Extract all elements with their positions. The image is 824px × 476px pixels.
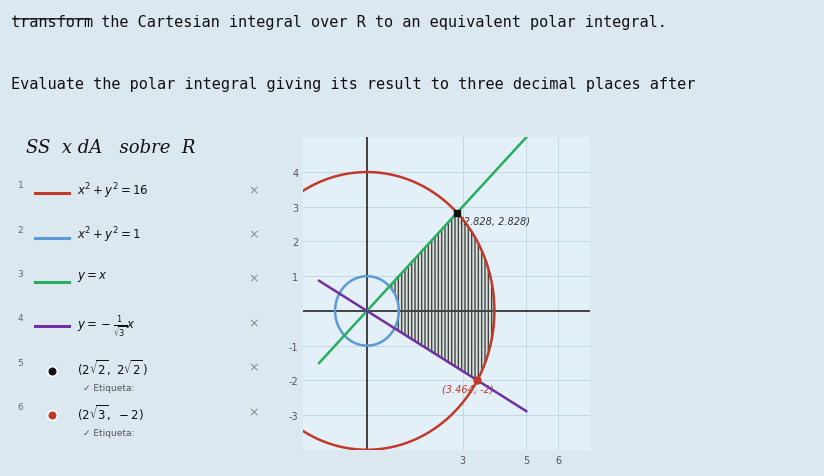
Text: ×: × [248, 228, 259, 241]
Text: Evaluate the polar integral giving its result to three decimal places after: Evaluate the polar integral giving its r… [11, 77, 695, 92]
Text: 6: 6 [17, 402, 23, 411]
Text: $y = x$: $y = x$ [77, 269, 108, 283]
Text: ×: × [248, 405, 259, 418]
Text: ×: × [248, 272, 259, 285]
Text: 5: 5 [17, 358, 23, 367]
Text: 3: 3 [17, 269, 23, 278]
Text: $x^2 + y^2 = 1$: $x^2 + y^2 = 1$ [77, 225, 141, 245]
Text: the Cartesian integral over R to an equivalent polar integral.: the Cartesian integral over R to an equi… [92, 15, 667, 30]
Text: ×: × [248, 361, 259, 374]
Text: $(2\sqrt{3},\ -2)$: $(2\sqrt{3},\ -2)$ [77, 402, 144, 422]
Text: $(2\sqrt{2},\ 2\sqrt{2}\,)$: $(2\sqrt{2},\ 2\sqrt{2}\,)$ [77, 358, 149, 377]
Text: 2: 2 [17, 225, 23, 234]
Text: ✓ Etiqueta:: ✓ Etiqueta: [83, 428, 134, 437]
Polygon shape [390, 213, 494, 380]
Text: (3.464, -2): (3.464, -2) [442, 384, 494, 394]
Text: $y = -\frac{1}{\sqrt{3}}x$: $y = -\frac{1}{\sqrt{3}}x$ [77, 314, 136, 338]
Text: transform: transform [11, 15, 93, 30]
Text: (2.828, 2.828): (2.828, 2.828) [460, 216, 530, 226]
Text: ✓ Etiqueta:: ✓ Etiqueta: [83, 384, 134, 393]
Text: 4: 4 [17, 314, 23, 323]
Text: ×: × [248, 184, 259, 197]
Text: $x^2 + y^2 = 16$: $x^2 + y^2 = 16$ [77, 181, 149, 200]
Text: ×: × [248, 317, 259, 329]
Text: 1: 1 [17, 181, 23, 190]
Text: SS  x dA   sobre  R: SS x dA sobre R [26, 139, 195, 157]
